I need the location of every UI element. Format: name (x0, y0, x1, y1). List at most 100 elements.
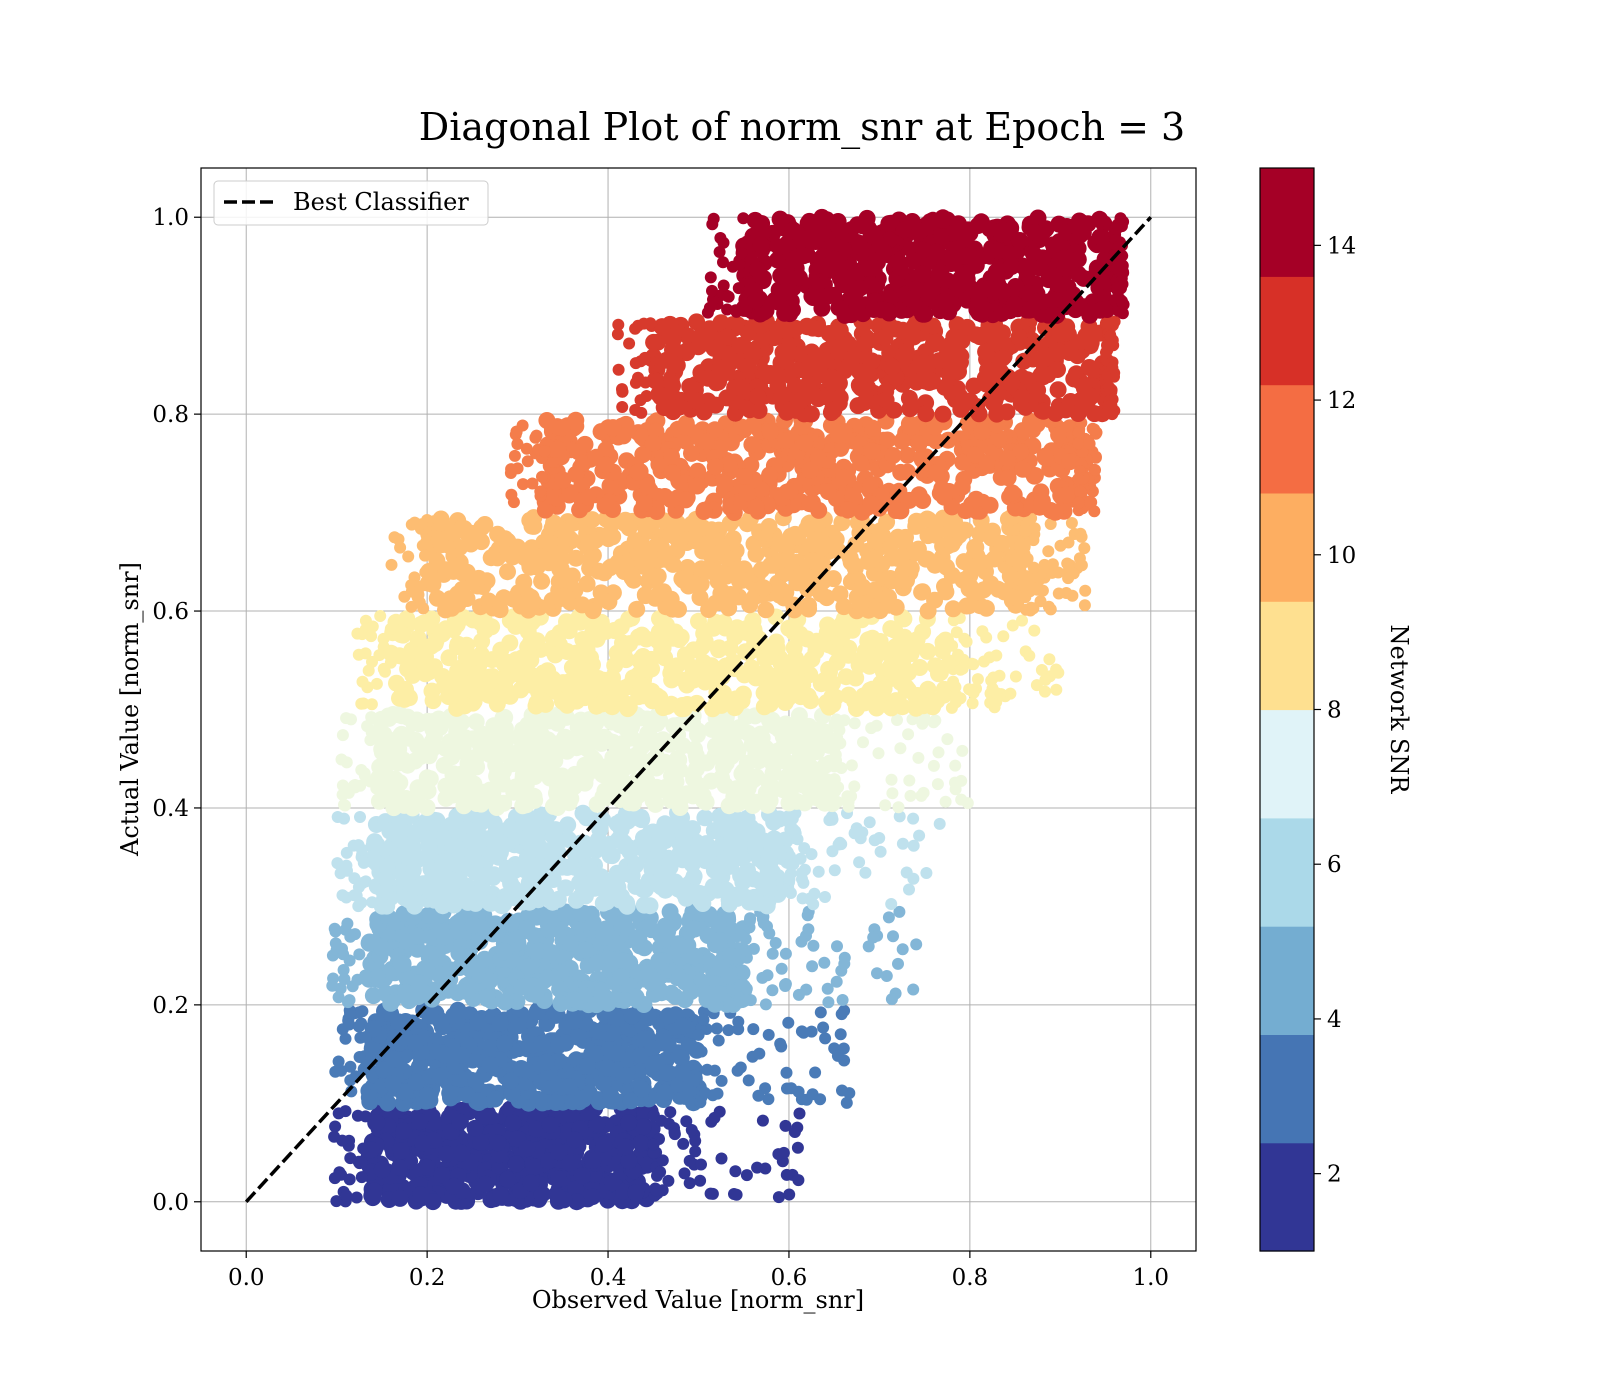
scatter-point (907, 872, 920, 885)
scatter-point (499, 1170, 517, 1188)
scatter-point (874, 845, 887, 858)
scatter-point (432, 510, 450, 528)
scatter-point (650, 1184, 662, 1197)
scatter-point (831, 1049, 844, 1062)
scatter-point (617, 1138, 635, 1156)
scatter-point (861, 681, 879, 699)
scatter-point (365, 711, 378, 724)
scatter-point (990, 687, 1003, 700)
scatter-point (913, 829, 926, 842)
scatter-point (894, 742, 907, 755)
scatter-point (573, 875, 591, 893)
scatter-point (470, 1092, 488, 1109)
scatter-point (373, 1161, 391, 1179)
scatter-point (1061, 557, 1074, 570)
scatter-point (907, 698, 925, 716)
scatter-point (792, 1174, 805, 1187)
scatter-point (602, 1086, 620, 1104)
scatter-point (632, 676, 650, 694)
scatter-point (767, 633, 785, 651)
scatter-point (952, 648, 964, 661)
scatter-point (633, 626, 651, 644)
scatter-point (534, 841, 552, 859)
scatter-point (1003, 588, 1021, 606)
scatter-point (545, 825, 563, 843)
scatter-point (544, 629, 562, 647)
scatter-point (1083, 437, 1096, 450)
scatter-point (365, 630, 378, 643)
scatter-point (631, 652, 649, 669)
scatter-point (1046, 503, 1064, 521)
scatter-point (1042, 600, 1055, 613)
scatter-point (990, 649, 1003, 662)
scatter-point (804, 552, 822, 570)
scatter-point (481, 1056, 499, 1074)
scatter-point (743, 914, 756, 927)
scatter-point (502, 1072, 520, 1090)
scatter-point (331, 857, 344, 870)
scatter-point (689, 462, 707, 480)
scatter-point (854, 578, 872, 596)
scatter-point (950, 626, 963, 639)
scatter-point (927, 759, 940, 772)
scatter-point (698, 754, 716, 772)
scatter-point (831, 645, 849, 663)
scatter-point (880, 970, 893, 982)
scatter-point (754, 579, 772, 597)
scatter-point (424, 576, 442, 593)
scatter-point (357, 697, 370, 710)
scatter-point (904, 789, 917, 802)
scatter-point (777, 432, 795, 450)
scatter-point (686, 947, 704, 965)
scatter-point (662, 1174, 675, 1187)
scatter-point (758, 897, 776, 915)
scatter-point (999, 469, 1017, 487)
scatter-point (525, 1158, 543, 1176)
scatter-point (507, 496, 520, 509)
scatter-point (715, 1152, 728, 1165)
scatter-point (825, 810, 838, 823)
scatter-point (644, 1039, 662, 1057)
scatter-point (837, 668, 855, 686)
scatter-point (384, 622, 397, 635)
scatter-point (395, 1122, 413, 1140)
scatter-point (693, 638, 711, 656)
scatter-point (1052, 587, 1065, 600)
scatter-point (715, 820, 733, 838)
scatter-point (522, 1174, 540, 1192)
scatter-point (621, 843, 639, 861)
scatter-point (351, 973, 364, 986)
scatter-point (569, 610, 587, 628)
scatter-point (695, 503, 713, 520)
scatter-point (944, 600, 962, 618)
scatter-point (379, 1094, 397, 1112)
scatter-point (583, 1188, 601, 1206)
scatter-point (907, 812, 920, 825)
scatter-point (1075, 559, 1088, 572)
scatter-point (715, 853, 733, 871)
scatter-point (896, 943, 909, 956)
scatter-point (587, 713, 605, 731)
scatter-point (355, 1171, 368, 1184)
scatter-point (782, 1016, 795, 1029)
scatter-point (569, 673, 587, 691)
scatter-point (677, 889, 695, 907)
scatter-point (1074, 485, 1087, 498)
scatter-point (473, 613, 491, 631)
scatter-point (663, 659, 681, 677)
scatter-point (913, 583, 931, 601)
scatter-point (461, 675, 479, 692)
scatter-point (584, 602, 602, 620)
scatter-point (932, 746, 945, 759)
scatter-point (1050, 683, 1063, 696)
scatter-point (898, 662, 916, 680)
scatter-point (867, 931, 880, 944)
scatter-point (557, 1034, 575, 1052)
scatter-point (340, 846, 353, 859)
scatter-point (739, 933, 752, 945)
scatter-point (853, 856, 866, 869)
scatter-point (492, 767, 510, 785)
scatter-point (868, 699, 886, 717)
scatter-point (593, 672, 611, 690)
scatter-point (340, 1189, 353, 1202)
